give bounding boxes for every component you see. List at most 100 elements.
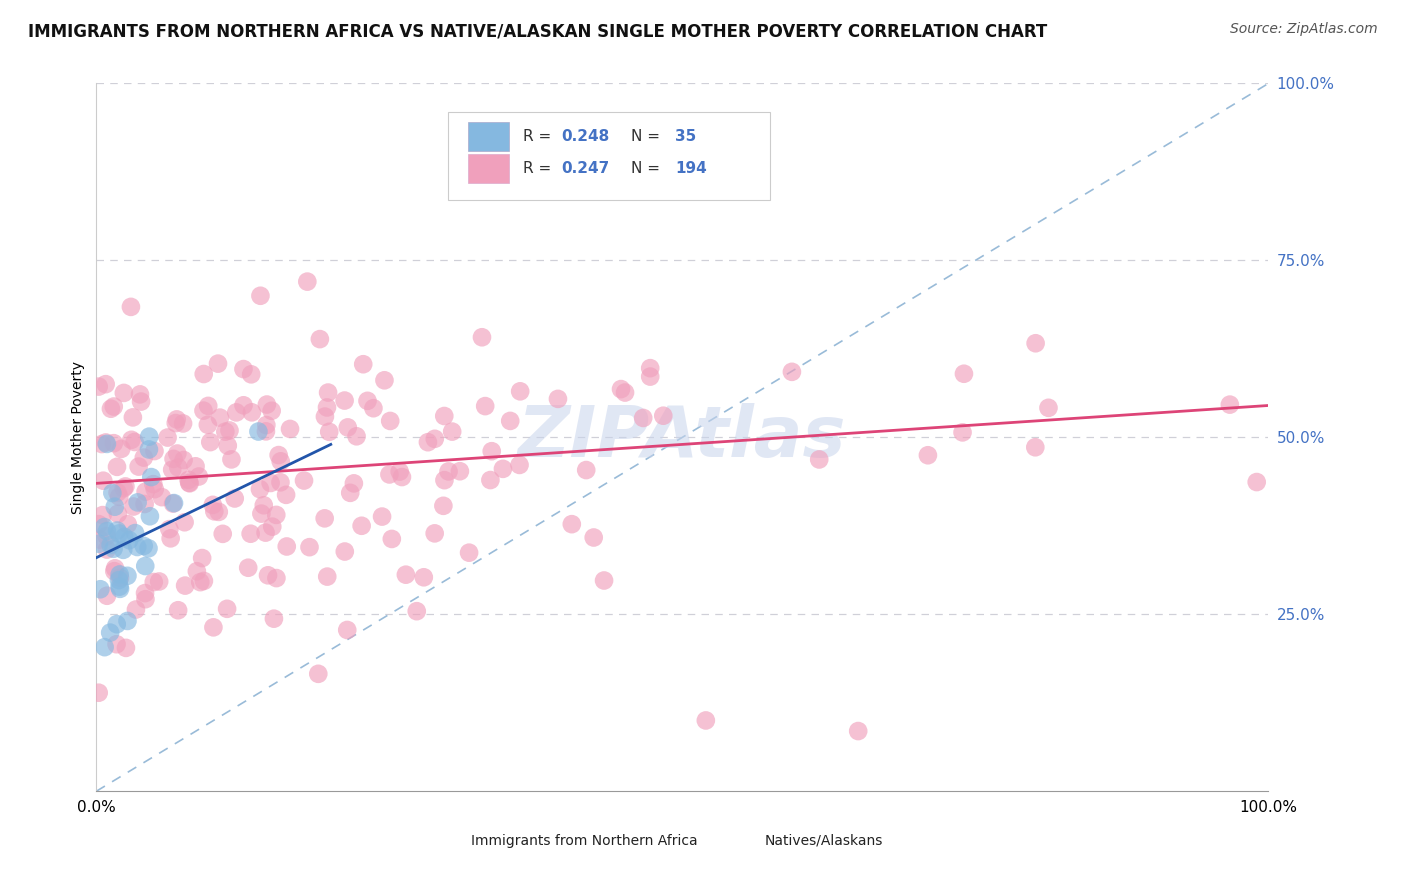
Point <box>108 526 131 541</box>
Point <box>120 433 142 447</box>
Point <box>1219 398 1241 412</box>
Point <box>247 425 270 439</box>
Point <box>103 400 125 414</box>
Point <box>336 420 359 434</box>
Point <box>160 463 183 477</box>
Point <box>262 519 284 533</box>
Point <box>91 474 114 488</box>
Point <box>318 425 340 439</box>
Point <box>157 522 180 536</box>
Point <box>87 537 110 551</box>
Point <box>416 435 439 450</box>
Point <box>423 432 446 446</box>
Point <box>474 399 496 413</box>
Point <box>87 686 110 700</box>
Point <box>101 486 124 500</box>
Point <box>156 431 179 445</box>
Text: 35: 35 <box>675 129 696 144</box>
Point <box>1246 475 1268 489</box>
Point <box>108 580 131 594</box>
Point <box>481 444 503 458</box>
Point <box>356 393 378 408</box>
Point <box>217 439 239 453</box>
Text: 0.248: 0.248 <box>561 129 610 144</box>
Point <box>1038 401 1060 415</box>
Point <box>200 435 222 450</box>
Point <box>250 507 273 521</box>
Point <box>316 385 339 400</box>
Point <box>218 424 240 438</box>
Point <box>128 459 150 474</box>
Point <box>381 532 404 546</box>
Point <box>93 640 115 655</box>
Point <box>479 473 502 487</box>
Point <box>224 491 246 506</box>
Point <box>249 482 271 496</box>
Text: R =: R = <box>523 161 557 176</box>
Point <box>610 382 633 396</box>
Point <box>138 429 160 443</box>
Point <box>108 490 131 504</box>
Point <box>110 442 132 456</box>
Point <box>298 540 321 554</box>
Point <box>339 486 361 500</box>
Point <box>495 161 517 176</box>
Point <box>846 724 869 739</box>
Point <box>780 365 803 379</box>
Point <box>143 482 166 496</box>
Point <box>108 582 131 596</box>
Point <box>124 526 146 541</box>
Point <box>184 459 207 474</box>
Point <box>257 568 280 582</box>
Point <box>91 508 114 522</box>
Point <box>297 275 319 289</box>
Point <box>437 465 460 479</box>
Point <box>741 179 763 194</box>
Point <box>142 477 165 491</box>
Point <box>100 401 122 416</box>
Point <box>232 362 254 376</box>
Text: R =: R = <box>523 129 557 144</box>
Point <box>87 379 110 393</box>
Point <box>139 509 162 524</box>
FancyBboxPatch shape <box>468 122 509 151</box>
Point <box>208 505 231 519</box>
Point <box>336 623 359 637</box>
Point <box>120 300 142 314</box>
Point <box>254 418 277 433</box>
Point <box>127 540 149 554</box>
Point <box>96 589 118 603</box>
Point <box>259 475 281 490</box>
Point <box>122 500 145 514</box>
Point <box>96 529 118 543</box>
Point <box>162 451 184 466</box>
Point <box>124 434 146 449</box>
Point <box>134 497 156 511</box>
Point <box>179 475 201 490</box>
Point <box>380 414 402 428</box>
Point <box>187 469 209 483</box>
Point <box>179 476 201 491</box>
Point <box>201 498 224 512</box>
Point <box>638 369 661 384</box>
Point <box>371 509 394 524</box>
Point <box>221 452 243 467</box>
Point <box>105 617 128 632</box>
Point <box>278 422 301 436</box>
Point <box>112 481 135 495</box>
Point <box>509 384 531 399</box>
FancyBboxPatch shape <box>468 154 509 183</box>
Point <box>172 417 194 431</box>
Text: 194: 194 <box>675 161 707 176</box>
Point <box>266 571 288 585</box>
Point <box>162 497 184 511</box>
Point <box>167 460 190 475</box>
Point <box>197 399 219 413</box>
Point <box>458 546 481 560</box>
Point <box>352 357 374 371</box>
Text: ZIPAtlas: ZIPAtlas <box>519 403 846 472</box>
Point <box>631 411 654 425</box>
Point <box>105 637 128 651</box>
FancyBboxPatch shape <box>430 830 465 851</box>
Text: N =: N = <box>631 161 665 176</box>
